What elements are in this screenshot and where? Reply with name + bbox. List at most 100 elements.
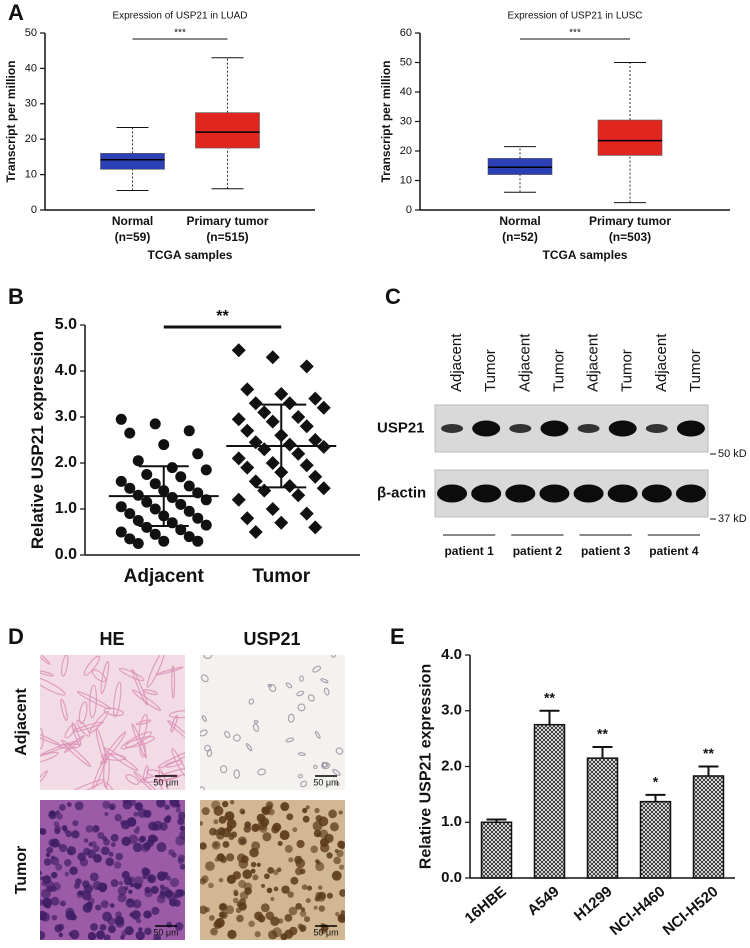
tissue-strand: [63, 734, 85, 754]
sample-count: (n=52): [502, 230, 538, 244]
tissue-strand: [100, 660, 110, 695]
cell-nucleus: [338, 864, 345, 870]
tissue-strand: [103, 707, 124, 717]
cell-nucleus: [124, 886, 129, 891]
cell-nucleus: [236, 914, 244, 923]
tissue-strand: [131, 689, 162, 711]
cell-nucleus: [137, 808, 147, 818]
cell-nucleus: [328, 809, 337, 819]
data-point: [240, 423, 255, 438]
tissue-strand: [285, 737, 295, 743]
cell-nucleus: [341, 916, 345, 921]
cell-nucleus: [239, 891, 249, 900]
cell-nucleus: [299, 910, 307, 917]
significance: **: [216, 308, 229, 325]
data-point: [299, 419, 314, 434]
tissue-strand: [233, 769, 241, 779]
patient-label: patient 4: [649, 544, 699, 558]
cell-nucleus: [128, 889, 133, 894]
tissue-strand: [257, 768, 267, 776]
cell-nucleus: [279, 830, 290, 841]
cell-nucleus: [121, 836, 131, 846]
data-point: [132, 515, 144, 526]
x-tick-label: Adjacent: [124, 566, 205, 587]
cell-nucleus: [200, 905, 208, 915]
cell-nucleus: [108, 925, 116, 934]
cell-nucleus: [284, 913, 293, 922]
cell-nucleus: [306, 885, 313, 891]
tissue-strand: [323, 687, 330, 696]
data-point: [299, 506, 314, 521]
cell-nucleus: [138, 927, 143, 932]
cell-nucleus: [54, 827, 61, 835]
data-point: [291, 446, 306, 461]
panel-label: C: [385, 284, 401, 309]
cell-nucleus: [200, 842, 207, 850]
data-point: [124, 427, 136, 439]
cell-nucleus: [136, 918, 142, 924]
cell-nucleus: [131, 910, 141, 920]
tissue-strand: [131, 668, 148, 706]
blot-band: [676, 420, 705, 437]
x-tick-label: Primary tumor: [186, 214, 268, 228]
data-point: [291, 410, 306, 424]
cell-nucleus: [81, 890, 92, 901]
tissue-strand: [253, 719, 259, 724]
cell-nucleus: [277, 841, 283, 847]
tissue-strand: [167, 720, 185, 743]
cell-nucleus: [302, 807, 308, 814]
cell-nucleus: [218, 877, 224, 883]
sample-count: (n=515): [206, 230, 248, 244]
cell-nucleus: [179, 825, 185, 832]
tissue-strand: [40, 670, 54, 677]
cell-nucleus: [83, 838, 89, 843]
data-point: [183, 425, 195, 437]
tissue-strand: [60, 655, 69, 677]
cell-nucleus: [175, 807, 181, 813]
data-point: [248, 525, 263, 539]
tissue-strand: [76, 719, 91, 737]
row-label: USP21: [377, 419, 425, 436]
significance: **: [544, 689, 555, 705]
cell-nucleus: [305, 805, 310, 810]
data-point: [141, 469, 153, 480]
cell-nucleus: [261, 883, 266, 888]
data-point: [299, 359, 314, 374]
cell-nucleus: [254, 931, 261, 938]
tissue-strand: [219, 765, 228, 774]
cell-nucleus: [45, 880, 55, 891]
blot-band: [539, 484, 570, 503]
tissue-strand: [40, 727, 44, 750]
significance: ***: [569, 28, 581, 39]
cell-nucleus: [210, 927, 218, 936]
data-point: [265, 456, 280, 470]
cell-nucleus: [120, 820, 131, 830]
cell-nucleus: [270, 897, 275, 902]
tissue-strand: [170, 714, 178, 733]
data-point: [240, 511, 255, 526]
cell-nucleus: [120, 934, 125, 940]
cell-nucleus: [177, 857, 184, 864]
cell-nucleus: [174, 922, 184, 931]
cell-nucleus: [87, 932, 97, 940]
cell-nucleus: [40, 912, 50, 922]
cell-nucleus: [288, 906, 298, 916]
cell-nucleus: [171, 852, 177, 858]
tissue-strand: [300, 780, 308, 788]
cell-nucleus: [46, 846, 54, 854]
y-axis-label: Relative USP21 expression: [418, 664, 435, 869]
data-point: [282, 479, 297, 493]
x-tick-label: A549: [524, 883, 562, 919]
cell-nucleus: [299, 926, 306, 933]
cell-nucleus: [141, 867, 150, 876]
y-tick-label: 0: [31, 204, 37, 216]
tissue-strand: [297, 774, 304, 779]
x-tick-label: 16HBE: [462, 883, 510, 927]
tissue-strand: [200, 674, 209, 683]
bar: [533, 723, 566, 879]
cell-nucleus: [133, 882, 140, 889]
cell-nucleus: [224, 811, 235, 822]
data-point: [231, 343, 246, 358]
cell-nucleus: [264, 873, 270, 880]
cell-nucleus: [316, 892, 326, 902]
